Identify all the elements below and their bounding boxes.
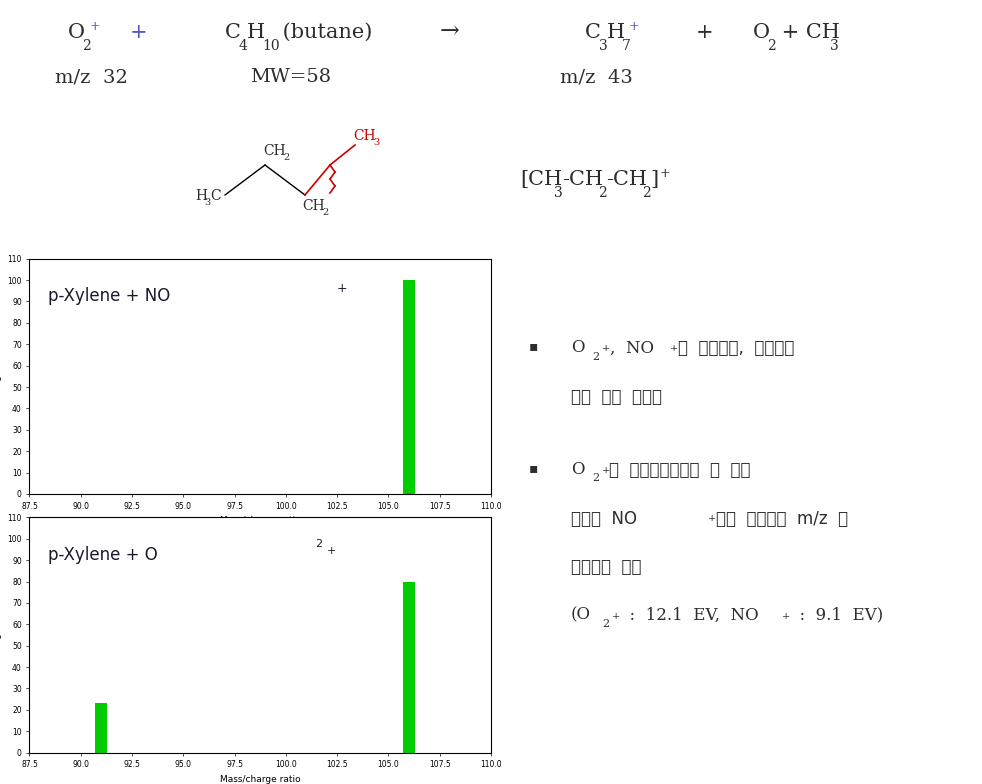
Text: →: → — [440, 20, 460, 43]
Text: +: + — [696, 23, 714, 42]
Text: -CH: -CH — [606, 170, 647, 189]
Text: [CH: [CH — [520, 170, 562, 189]
Text: 3: 3 — [554, 186, 563, 200]
Text: 2: 2 — [602, 619, 609, 629]
Text: C: C — [225, 23, 241, 42]
Text: + CH: + CH — [775, 23, 840, 42]
Text: ▪: ▪ — [529, 339, 538, 354]
Text: ▪: ▪ — [529, 461, 538, 475]
Text: 이동  모두  발생함: 이동 모두 발생함 — [571, 388, 662, 406]
Text: 2: 2 — [767, 39, 776, 53]
Text: m/z  43: m/z 43 — [560, 68, 632, 86]
Text: +: + — [660, 167, 671, 180]
Text: 2: 2 — [598, 186, 607, 200]
Y-axis label: Branching ratio (%): Branching ratio (%) — [0, 591, 2, 679]
Text: :  12.1  EV,  NO: : 12.1 EV, NO — [619, 607, 758, 624]
Text: p-Xylene + O: p-Xylene + O — [48, 546, 158, 564]
Bar — [403, 280, 415, 494]
Text: 2: 2 — [592, 474, 599, 483]
Text: 10: 10 — [262, 39, 280, 53]
Text: CH: CH — [302, 199, 325, 213]
Bar — [403, 582, 415, 753]
Text: 4: 4 — [239, 39, 247, 53]
Text: m/z  32: m/z 32 — [55, 68, 128, 86]
Text: ,  NO: , NO — [610, 339, 654, 357]
Text: 보다  발생되는  m/z  이: 보다 발생되는 m/z 이 — [716, 510, 848, 528]
Text: 3: 3 — [599, 39, 608, 53]
Text: O: O — [753, 23, 770, 42]
Text: ]: ] — [650, 170, 658, 189]
Text: +: + — [612, 612, 620, 621]
Text: -CH: -CH — [562, 170, 603, 189]
Text: C: C — [585, 23, 601, 42]
Text: H: H — [195, 189, 207, 203]
Text: H: H — [607, 23, 626, 42]
Text: +: + — [130, 23, 147, 42]
Text: 2: 2 — [283, 153, 290, 162]
Text: +: + — [327, 546, 337, 556]
Text: CH: CH — [353, 129, 376, 143]
Text: +: + — [629, 20, 639, 33]
Text: MW=58: MW=58 — [250, 68, 331, 86]
Text: H: H — [247, 23, 265, 42]
Text: 는  전자이동,  해리전자: 는 전자이동, 해리전자 — [678, 339, 794, 358]
Text: C: C — [210, 189, 221, 203]
Text: 3: 3 — [373, 138, 379, 147]
Text: (butane): (butane) — [276, 23, 372, 42]
Text: CH: CH — [263, 144, 286, 158]
Y-axis label: Branching ratio (%): Branching ratio (%) — [0, 332, 2, 420]
Text: O: O — [571, 339, 584, 357]
X-axis label: Mass/charge ratio: Mass/charge ratio — [220, 775, 300, 784]
Text: O: O — [571, 461, 584, 478]
Text: 2: 2 — [642, 186, 651, 200]
Text: +: + — [90, 20, 100, 33]
Text: 2: 2 — [592, 351, 599, 361]
Text: 7: 7 — [622, 39, 630, 53]
Text: 때문에  NO: 때문에 NO — [571, 510, 636, 528]
Text: +: + — [337, 282, 347, 296]
Text: 의  이온화에너지가  더  높기: 의 이온화에너지가 더 높기 — [609, 461, 750, 479]
Text: 3: 3 — [830, 39, 839, 53]
Text: +: + — [602, 344, 610, 354]
Text: +: + — [708, 514, 717, 524]
Text: p-Xylene + NO: p-Xylene + NO — [48, 287, 170, 305]
Text: +: + — [670, 344, 679, 354]
Text: 2: 2 — [322, 208, 328, 217]
Text: O: O — [68, 23, 85, 42]
X-axis label: Mass/charge ratio: Mass/charge ratio — [220, 516, 300, 525]
Text: 2: 2 — [314, 539, 322, 549]
Text: 2: 2 — [82, 39, 90, 53]
Text: +: + — [602, 466, 610, 475]
Text: :  9.1  EV): : 9.1 EV) — [789, 607, 883, 624]
Text: (O: (O — [571, 607, 590, 624]
Bar — [95, 703, 107, 753]
Text: +: + — [782, 612, 791, 621]
Text: 다양하게  존재: 다양하게 존재 — [571, 558, 641, 576]
Text: 3: 3 — [204, 198, 210, 207]
